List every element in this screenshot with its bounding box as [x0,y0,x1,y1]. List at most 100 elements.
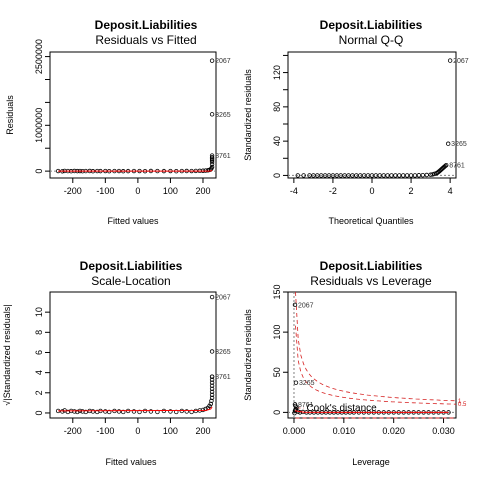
panel1-subtitle: Residuals vs Fitted [95,33,196,47]
panel1-title: Deposit.Liabilities [95,18,198,32]
plot-frame [287,291,457,419]
data-point [209,398,214,404]
panel-normal-qq: Deposit.Liabilities Normal Q-Q Theoretic… [243,18,469,226]
data-point [447,58,453,63]
data-point [428,172,433,177]
x-tick-label: 200 [195,426,210,436]
point-label: 2067 [215,58,231,65]
cooks-distance-contour [295,325,457,405]
panel2-title: Deposit.Liabilities [320,18,423,32]
y-tick-label: 10 [34,307,44,317]
panel3-xlabel: Fitted values [105,457,157,467]
data-point [293,380,299,385]
y-tick-label: 4 [34,370,44,375]
data-point [209,377,215,382]
x-tick-label: 0.020 [382,426,405,436]
point-label: 2067 [453,58,469,65]
y-tick-label: 6 [34,350,44,355]
data-point [193,408,199,414]
data-point [295,173,300,178]
panel2-ylabel: Standardized residuals [243,69,253,161]
smoother-line [294,410,449,413]
panel2-subtitle: Normal Q-Q [339,33,404,47]
data-point [107,409,112,415]
point-label: 3265 [215,112,231,119]
panel4-title: Deposit.Liabilities [320,259,423,273]
data-point [131,409,137,414]
y-tick-label: 2 [34,390,44,395]
data-point [209,162,215,167]
data-point [209,294,215,300]
x-tick-label: -200 [64,426,82,436]
data-point [103,409,108,414]
x-tick-label: 2 [409,186,414,196]
x-tick-label: 0 [369,186,374,196]
data-point [209,386,215,391]
data-point [209,349,215,354]
data-point [209,164,215,170]
x-tick-label: -200 [64,186,82,196]
data-point [209,383,215,388]
y-tick-label: 1000000 [34,108,44,143]
data-point [209,112,215,117]
panel2-xlabel: Theoretical Quantiles [328,216,414,226]
point-label: 8761 [215,374,231,381]
point-label: 8761 [449,163,465,170]
panel-scale-location: Deposit.Liabilities Scale-Location Fitte… [2,259,231,467]
cooks-distance-contour [295,291,457,402]
y-tick-label: 0 [272,410,282,415]
x-tick-label: 100 [163,426,178,436]
panel-residuals-vs-leverage: Deposit.Liabilities Residuals vs Leverag… [243,259,467,467]
y-tick-label: 80 [272,102,282,112]
data-point [209,374,215,379]
data-point [209,380,215,385]
point-label: 3265 [451,141,467,148]
smoother-line [58,169,213,172]
data-point [121,409,126,415]
data-point [209,392,215,398]
y-tick-label: 50 [272,367,282,377]
cooks-distance-legend: Cook's distance [306,403,377,414]
data-point [168,409,173,414]
data-point [444,162,449,168]
panel4-ylabel: Standardized residuals [243,309,253,401]
cooks-contour-label: 0.5 [458,402,467,408]
panel3-subtitle: Scale-Location [91,274,170,288]
x-tick-label: 0.010 [333,426,356,436]
data-point [209,395,215,401]
data-point [297,410,303,415]
x-tick-label: -4 [290,186,298,196]
x-tick-label: -100 [96,426,114,436]
y-tick-label: 0 [272,173,282,178]
x-tick-label: 4 [448,186,453,196]
panel3-ylabel: √|Standardized residuals| [2,304,12,405]
x-tick-label: 0.030 [432,426,455,436]
point-label: 3265 [215,349,231,356]
data-point [209,153,215,158]
plot-frame [287,51,457,179]
plot-frame [49,51,217,179]
y-tick-label: 150 [272,284,282,299]
data-point [72,409,77,414]
point-label: 8761 [215,153,231,160]
point-label: 8761 [298,402,314,409]
point-label: 3265 [299,380,315,387]
data-point [148,409,154,414]
data-point [292,410,297,416]
data-point [209,389,215,394]
panel1-xlabel: Fitted values [107,216,159,226]
data-point [90,409,96,414]
y-tick-label: 100 [272,325,282,340]
data-point [60,409,65,414]
smoother-line [58,406,213,412]
cooks-contour-label: 1 [458,399,462,405]
data-point [443,163,448,169]
data-point [209,157,215,163]
data-point [430,172,435,177]
point-label: 2067 [298,302,314,309]
x-tick-label: 0 [135,186,140,196]
y-tick-label: 0 [34,169,44,174]
x-tick-label: -100 [96,186,114,196]
y-tick-label: 2500000 [34,39,44,74]
